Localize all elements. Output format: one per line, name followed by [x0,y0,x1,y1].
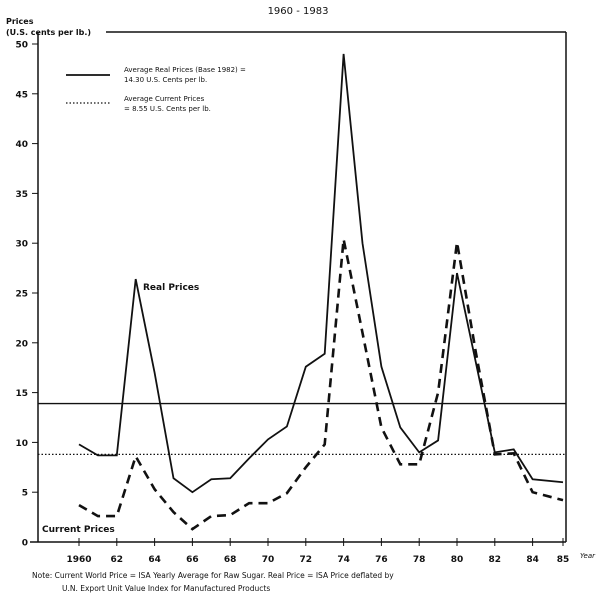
legend-real-2: 14.30 U.S. Cents per lb. [124,76,207,84]
x-tick-label: 74 [337,555,350,565]
y-tick-label: 40 [15,140,28,150]
x-tick-label: 1960 [66,555,91,565]
x-tick-label: 80 [451,555,464,565]
x-axis-label: Year [580,552,596,560]
real-prices-line [78,53,564,494]
x-tick-label: 78 [413,555,426,565]
annotation-real-prices: Real Prices [143,283,199,293]
y-tick-label: 10 [15,439,28,449]
y-axis-label: Prices [6,17,34,26]
x-tick-label: 76 [375,555,388,565]
y-tick-label: 25 [15,290,28,300]
y-tick-label: 50 [15,41,28,51]
x-tick-label: 85 [557,555,570,565]
y-tick-label: 35 [15,190,28,200]
current-prices-line [78,238,564,531]
annotation-current-prices: Current Prices [42,525,115,535]
x-tick-label: 70 [262,555,275,565]
x-tick-label: 66 [186,555,199,565]
x-tick-label: 68 [224,555,237,565]
y-tick-label: 5 [22,489,28,499]
x-tick-label: 64 [148,555,161,565]
y-tick-label: 45 [15,90,28,100]
x-tick-label: 62 [111,555,124,565]
note-line-2: U.N. Export Unit Value Index for Manufac… [62,584,270,593]
legend-real-1: Average Real Prices (Base 1982) = [124,66,246,74]
y-axis-units: (U.S. cents per lb.) [6,28,91,37]
y-tick-label: 0 [22,539,28,549]
legend-current-1: Average Current Prices [124,95,205,103]
legend-current-2: = 8.55 U.S. Cents per lb. [124,105,211,113]
x-tick-label: 82 [489,555,502,565]
y-tick-label: 30 [15,240,28,250]
note-line-1: Note: Current World Price = ISA Yearly A… [32,571,394,580]
x-tick-label: 84 [526,555,539,565]
x-tick-label: 72 [300,555,313,565]
y-tick-label: 20 [15,339,28,349]
y-tick-label: 15 [15,389,28,399]
chart-title: 1960 - 1983 [268,6,329,17]
